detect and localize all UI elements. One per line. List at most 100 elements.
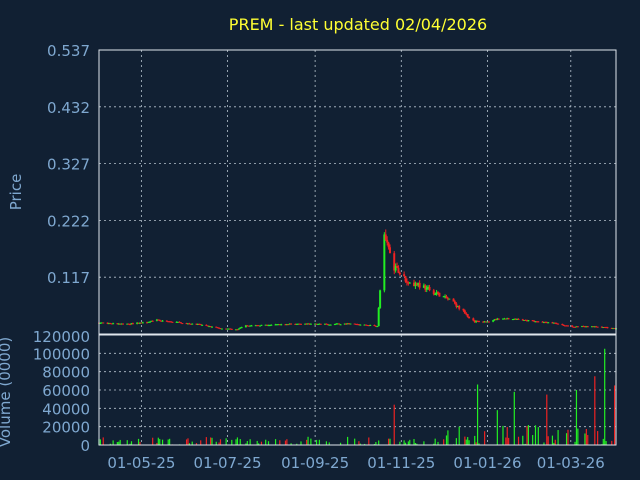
- volume-panel-frame: [98, 334, 617, 446]
- price-candle-body: [466, 314, 469, 317]
- price-candle-body: [506, 318, 509, 320]
- price-candle-body: [465, 313, 468, 315]
- price-candle-body: [468, 316, 471, 319]
- price-candle-body: [235, 329, 238, 331]
- price-candle-body: [364, 324, 367, 326]
- price-candle-body: [188, 323, 191, 325]
- price-candle-body: [544, 322, 547, 324]
- price-candle-body: [219, 328, 222, 330]
- price-candle-body: [138, 322, 141, 324]
- price-candle-body: [434, 294, 437, 296]
- price-candle-body: [414, 283, 417, 287]
- price-candle-body: [309, 323, 312, 325]
- price-candle-body: [427, 286, 430, 288]
- price-candle-body: [319, 323, 322, 325]
- price-candle-body: [526, 320, 529, 322]
- price-candle-body: [216, 327, 219, 329]
- price-candle-body: [116, 323, 119, 325]
- price-candle-body: [201, 324, 204, 326]
- price-candle-body: [593, 326, 596, 328]
- price-candle-body: [367, 325, 370, 327]
- price-candle-body: [236, 329, 239, 331]
- price-candle-body: [521, 319, 524, 321]
- price-candle-body: [398, 272, 401, 275]
- price-candle-body: [388, 247, 391, 254]
- price-candle-body: [397, 267, 400, 273]
- price-candle-body: [407, 282, 410, 284]
- price-candle-body: [566, 325, 569, 327]
- price-candle-body: [393, 253, 396, 271]
- price-candle-body: [496, 318, 499, 320]
- price-candle-body: [432, 290, 435, 295]
- price-candle-body: [463, 310, 466, 314]
- price-candle-body: [408, 282, 411, 284]
- price-candle-body: [501, 318, 504, 320]
- price-candle-body: [112, 323, 115, 325]
- price-candle-body: [422, 285, 425, 288]
- price-candle-body: [503, 318, 506, 320]
- price-candle-body: [136, 322, 139, 324]
- price-candle-body: [523, 319, 526, 321]
- price-candle-body: [259, 325, 262, 327]
- price-candle-body: [586, 326, 589, 328]
- price-candle-body: [384, 234, 387, 240]
- price-candle-body: [564, 325, 567, 327]
- price-candle-body: [218, 327, 221, 329]
- price-candle-body: [284, 324, 287, 326]
- volume-tick-label: 20000: [42, 419, 90, 437]
- price-candle-body: [555, 323, 558, 325]
- price-candle-body: [247, 325, 250, 327]
- price-candle-body: [487, 321, 490, 323]
- volume-bars: [98, 348, 616, 445]
- price-candle-body: [239, 327, 242, 329]
- price-candle-body: [612, 328, 615, 330]
- price-candle-body: [562, 324, 565, 326]
- chart-title: PREM - last updated 02/04/2026: [229, 15, 487, 34]
- price-candle-body: [215, 326, 218, 328]
- price-candle-body: [165, 320, 168, 322]
- price-candle-body: [369, 324, 372, 326]
- price-candle-body: [494, 319, 497, 321]
- price-candle-body: [592, 326, 595, 328]
- price-candle-body: [181, 323, 184, 325]
- volume-tick-label: 40000: [42, 400, 90, 418]
- price-candle-body: [316, 323, 319, 325]
- price-candle-body: [482, 321, 485, 323]
- price-candle-body: [613, 328, 616, 330]
- price-candle-body: [485, 321, 488, 323]
- price-candle-body: [396, 266, 399, 268]
- price-candle-body: [329, 324, 332, 326]
- price-candle-body: [425, 287, 428, 290]
- volume-tick-label: 60000: [42, 382, 90, 400]
- price-candle-body: [356, 324, 359, 326]
- price-candle-body: [418, 282, 421, 288]
- price-candle-body: [571, 325, 574, 327]
- price-candle-body: [168, 321, 171, 323]
- price-candle-body: [185, 323, 188, 325]
- price-candle-body: [107, 323, 110, 325]
- price-candle-body: [226, 328, 229, 330]
- price-candle-body: [294, 323, 297, 325]
- price-candle-body: [229, 328, 232, 330]
- price-candle-body: [171, 321, 174, 323]
- price-candle-body: [386, 239, 389, 243]
- price-candle-body: [106, 322, 109, 324]
- price-candle-body: [576, 326, 579, 328]
- price-candle-body: [475, 320, 478, 323]
- price-candle-body: [428, 286, 431, 291]
- price-candle-body: [394, 266, 397, 271]
- price-candle-body: [318, 323, 321, 325]
- price-candle-body: [379, 290, 382, 308]
- date-tick-label: 01-03-26: [537, 454, 605, 472]
- price-candle-body: [424, 285, 427, 290]
- price-candle-body: [177, 321, 180, 323]
- price-tick-label: 0.222: [47, 212, 90, 230]
- price-candle-body: [208, 326, 211, 328]
- price-candle-body: [191, 323, 194, 325]
- price-candle-body: [195, 323, 198, 325]
- price-candle-body: [456, 305, 459, 307]
- price-candle-body: [267, 325, 270, 327]
- price-candle-body: [574, 326, 577, 328]
- price-candle-body: [377, 307, 380, 327]
- price-axis-label: Price: [7, 174, 25, 211]
